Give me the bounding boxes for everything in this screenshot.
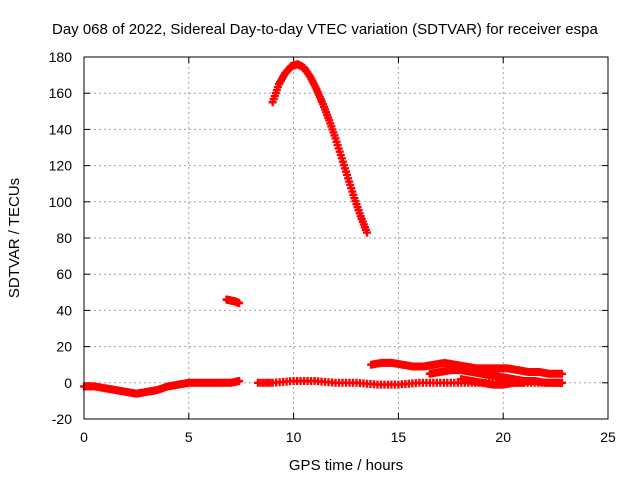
- x-tick-label: 15: [391, 429, 407, 445]
- x-axis-title: GPS time / hours: [289, 457, 403, 474]
- x-tick-label: 0: [80, 429, 88, 445]
- series-arc-baseline-1: [80, 376, 244, 398]
- y-tick-label: 100: [49, 194, 73, 210]
- y-tick-label: 80: [56, 230, 72, 246]
- chart-title: Day 068 of 2022, Sidereal Day-to-day VTE…: [52, 21, 598, 38]
- y-tick-label: -20: [52, 411, 72, 427]
- data-point: [235, 376, 244, 385]
- data-point: [235, 299, 244, 308]
- y-tick-label: 40: [56, 302, 72, 318]
- x-tick-label: 20: [495, 429, 511, 445]
- y-tick-label: 120: [49, 158, 73, 174]
- y-axis-title: SDTVAR / TECUs: [6, 178, 23, 298]
- data-point: [557, 378, 566, 387]
- series-arc-lower: [457, 375, 529, 389]
- grid-lines: [84, 57, 608, 419]
- y-tick-label: 180: [49, 49, 73, 65]
- y-tick-label: 140: [49, 121, 73, 137]
- x-tick-label: 5: [185, 429, 193, 445]
- data-point: [557, 369, 566, 378]
- series-arc-peak: [268, 60, 371, 237]
- y-tick-label: 20: [56, 339, 72, 355]
- y-tick-label: 60: [56, 266, 72, 282]
- y-tick-label: 0: [64, 375, 72, 391]
- series-arc-short: [222, 295, 244, 308]
- plot-frame: [83, 56, 609, 420]
- data-marks: [80, 60, 566, 398]
- x-tick-label: 25: [600, 429, 616, 445]
- y-tick-label: 160: [49, 85, 73, 101]
- axes: 0 5 10 15 20 25 -20 0 20 40 60 80 100 120 140 160 180: [49, 49, 616, 445]
- data-point: [520, 378, 529, 387]
- data-point: [362, 228, 371, 237]
- series-arc-upper: [367, 358, 566, 378]
- x-tick-label: 10: [286, 429, 302, 445]
